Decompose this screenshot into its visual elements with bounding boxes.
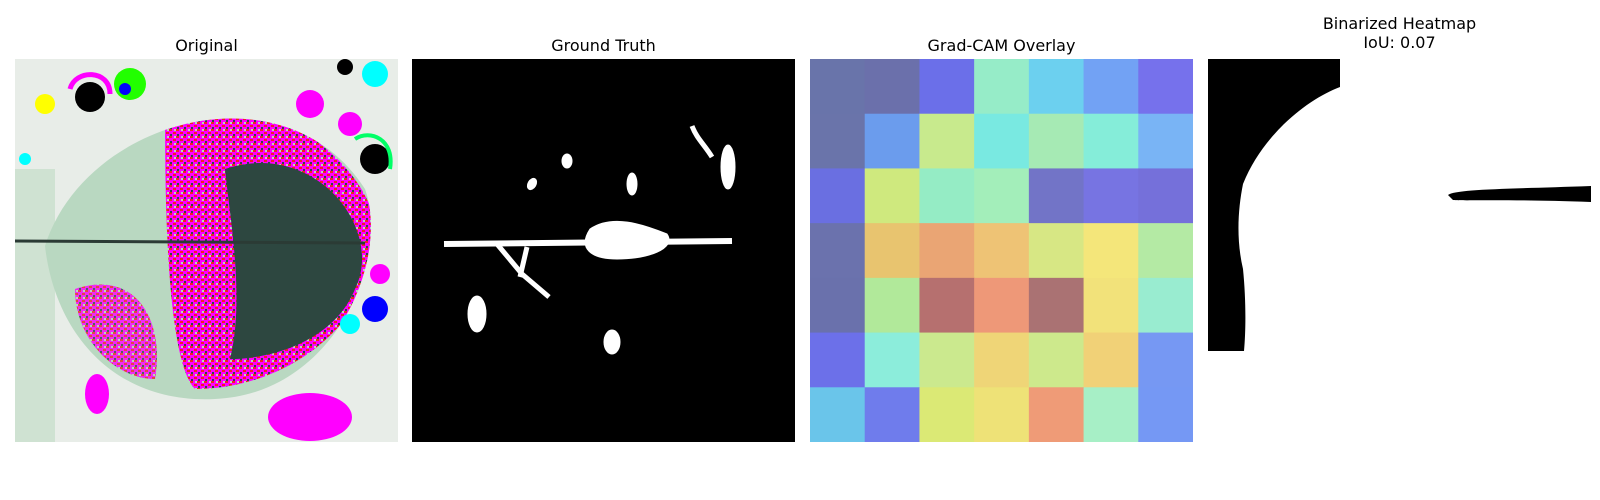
gradcam-title: Grad-CAM Overlay bbox=[927, 36, 1076, 55]
gradcam-heatmap-grid bbox=[810, 59, 1193, 442]
heatmap-cell bbox=[864, 223, 920, 279]
heatmap-cell bbox=[1138, 387, 1193, 442]
heatmap-cell bbox=[974, 387, 1030, 442]
heatmap-cell bbox=[1083, 277, 1139, 334]
heatmap-cell bbox=[974, 277, 1030, 334]
heatmap-cell bbox=[919, 332, 975, 388]
iou-subtitle: IoU: 0.07 bbox=[1363, 33, 1436, 52]
heatmap-cell bbox=[1138, 59, 1193, 115]
heatmap-cell bbox=[974, 113, 1030, 169]
heatmap-cell bbox=[1028, 277, 1085, 334]
heatmap-cell bbox=[1028, 59, 1085, 115]
heatmap-cell bbox=[810, 277, 866, 334]
heatmap-cell bbox=[1138, 113, 1193, 169]
heatmap-cell bbox=[864, 387, 920, 442]
heatmap-cell bbox=[1028, 387, 1085, 442]
heatmap-cell bbox=[1028, 113, 1085, 169]
original-title: Original bbox=[175, 36, 238, 55]
heatmap-cell bbox=[919, 223, 975, 279]
heatmap-cell bbox=[864, 113, 920, 169]
heatmap-cell bbox=[919, 387, 975, 442]
heatmap-cell bbox=[1028, 332, 1085, 388]
heatmap-cell bbox=[974, 168, 1030, 224]
ground-truth-mask bbox=[412, 59, 795, 442]
heatmap-cell bbox=[1083, 113, 1139, 169]
heatmap-cell bbox=[810, 332, 866, 388]
heatmap-cell bbox=[919, 168, 975, 224]
heatmap-cell bbox=[1028, 168, 1085, 224]
heatmap-cell bbox=[864, 277, 920, 334]
heatmap-cell bbox=[1028, 223, 1085, 279]
heatmap-cell bbox=[810, 168, 866, 224]
original-panel: Original bbox=[15, 0, 398, 500]
heatmap-cell bbox=[1083, 223, 1139, 279]
heatmap-cell bbox=[1083, 332, 1139, 388]
heatmap-cell bbox=[1083, 168, 1139, 224]
heatmap-cell bbox=[1138, 168, 1193, 224]
heatmap-cell bbox=[864, 168, 920, 224]
heatmap-cell bbox=[810, 59, 866, 115]
heatmap-cell bbox=[1138, 277, 1193, 334]
heatmap-cell bbox=[974, 59, 1030, 115]
gradcam-overlay bbox=[810, 59, 1193, 442]
binarized-title: Binarized Heatmap bbox=[1322, 14, 1477, 33]
binarized-heatmap bbox=[1208, 59, 1591, 442]
heatmap-cell bbox=[919, 113, 975, 169]
heatmap-cell bbox=[810, 387, 866, 442]
heatmap-cell bbox=[864, 59, 920, 115]
heatmap-cell bbox=[919, 59, 975, 115]
heatmap-cell bbox=[1138, 332, 1193, 388]
heatmap-cell bbox=[1083, 59, 1139, 115]
heatmap-cell bbox=[919, 277, 975, 334]
gradcam-panel: Grad-CAM Overlay bbox=[810, 0, 1193, 500]
heatmap-cell bbox=[864, 332, 920, 388]
binarized-panel: Binarized Heatmap IoU: 0.07 bbox=[1208, 0, 1591, 500]
heatmap-cell bbox=[1083, 387, 1139, 442]
ground-truth-title: Ground Truth bbox=[551, 36, 656, 55]
ground-truth-panel: Ground Truth bbox=[412, 0, 795, 500]
heatmap-cell bbox=[1138, 223, 1193, 279]
heatmap-cell bbox=[974, 332, 1030, 388]
heatmap-cell bbox=[810, 223, 866, 279]
original-leaf-image bbox=[15, 59, 398, 442]
heatmap-cell bbox=[974, 223, 1030, 279]
heatmap-cell bbox=[810, 113, 866, 169]
